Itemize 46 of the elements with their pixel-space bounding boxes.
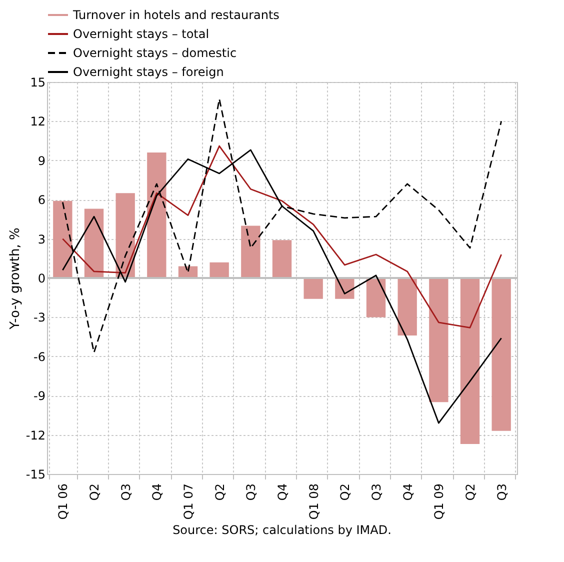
x-tick-label: Q4 xyxy=(150,484,164,501)
x-tick-label: Q4 xyxy=(276,484,290,501)
legend-label: Overnight stays – domestic xyxy=(73,46,237,60)
bar xyxy=(492,278,511,431)
x-tick-label: Q3 xyxy=(118,484,133,501)
x-tick-label: Q2 xyxy=(338,484,352,501)
y-tick-label: 12 xyxy=(30,114,46,129)
x-tick-label: Q1 06 xyxy=(56,484,70,520)
y-axis-title: Y-o-y growth, % xyxy=(8,228,23,330)
y-tick-label: 0 xyxy=(38,272,46,286)
bar xyxy=(84,208,104,278)
y-tick-label: 9 xyxy=(38,154,46,168)
x-tick-label: Q2 xyxy=(212,484,227,501)
bar xyxy=(147,152,166,278)
line-series xyxy=(62,145,502,328)
bar xyxy=(398,278,417,336)
x-tick-label: Q3 xyxy=(244,484,258,501)
x-tick-label: Q2 xyxy=(88,484,102,501)
x-tick-label: Q3 xyxy=(370,484,384,501)
bar xyxy=(460,278,480,444)
x-tick-label: Q1 08 xyxy=(306,484,321,520)
x-tick-label: Q2 xyxy=(464,484,478,501)
bar xyxy=(241,226,260,278)
x-tick-label: Q3 xyxy=(494,484,509,501)
legend-label: Turnover in hotels and restaurants xyxy=(72,8,280,22)
bar xyxy=(116,193,135,278)
y-tick-label: -9 xyxy=(34,389,46,404)
y-tick-label: -3 xyxy=(34,310,46,325)
x-tick-label: Q1 09 xyxy=(432,484,446,520)
legend-label: Overnight stays – total xyxy=(73,27,210,41)
y-tick-label: -12 xyxy=(26,428,46,442)
x-tick-label: Q4 xyxy=(400,484,415,501)
y-tick-label: -15 xyxy=(26,468,46,482)
y-tick-label: 6 xyxy=(38,193,46,208)
bar xyxy=(53,200,72,278)
source-note: Source: SORS; calculations by IMAD. xyxy=(172,523,392,538)
bar xyxy=(429,278,448,402)
legend-label: Overnight stays – foreign xyxy=(73,65,224,79)
x-tick-label: Q1 07 xyxy=(182,484,196,520)
y-tick-label: 3 xyxy=(38,232,46,246)
bar xyxy=(366,278,386,318)
y-tick-label: -6 xyxy=(34,350,46,364)
y-tick-label: 15 xyxy=(30,76,46,90)
bar xyxy=(304,278,323,299)
bar xyxy=(210,262,229,278)
bar xyxy=(272,240,292,278)
